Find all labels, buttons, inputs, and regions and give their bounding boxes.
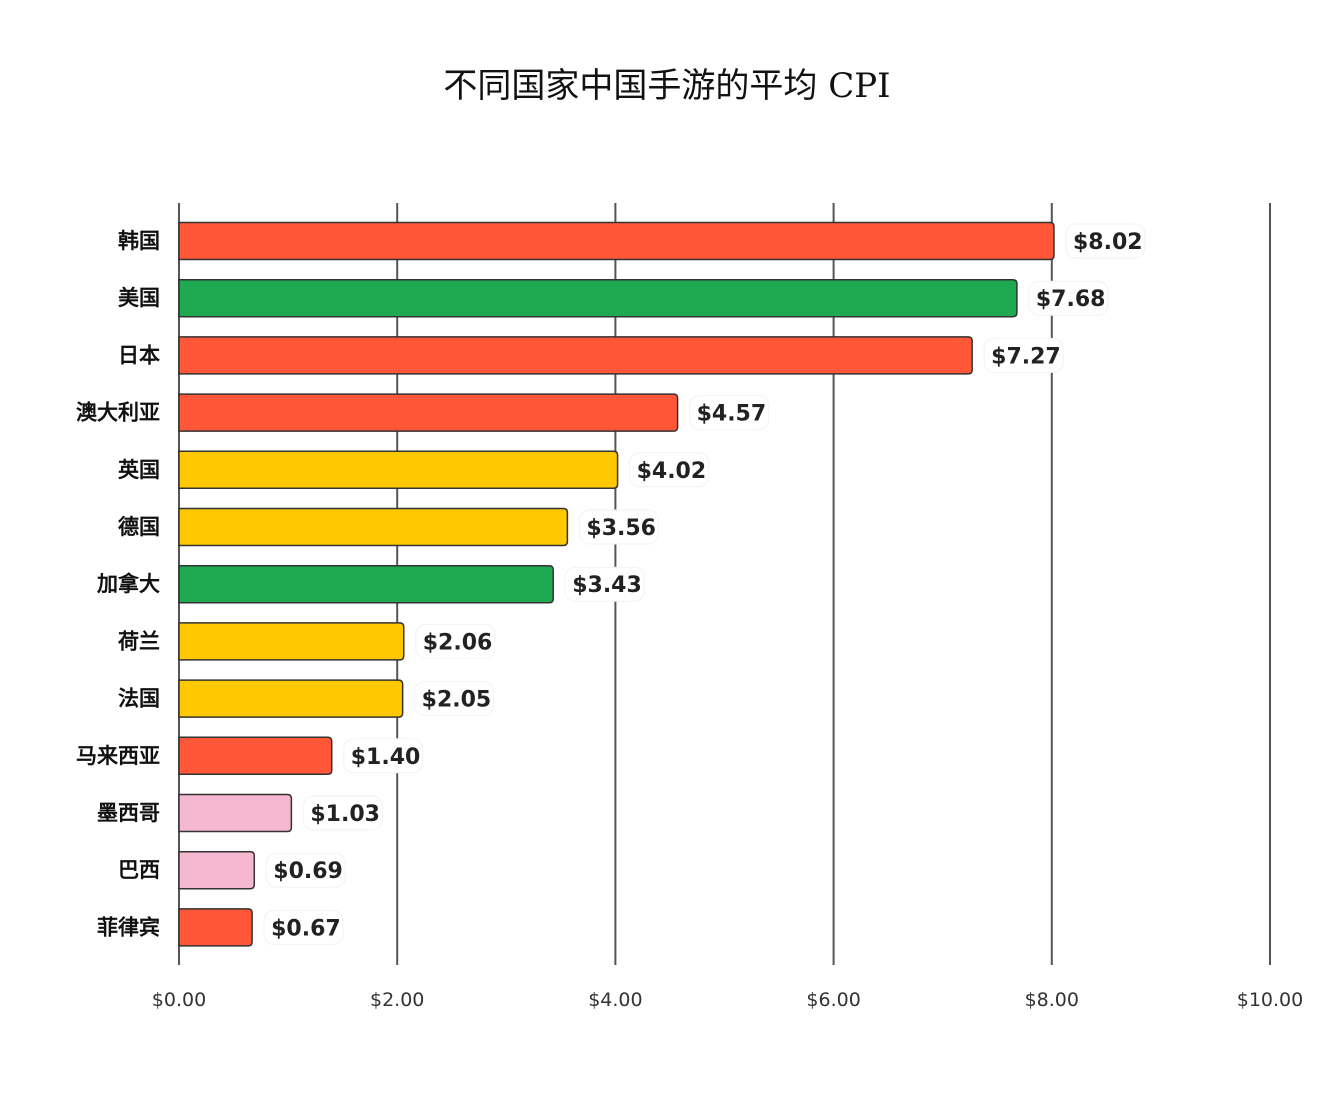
value-label-background [689,395,770,431]
value-label: $1.03 [310,802,380,827]
bar [178,622,405,661]
bar [178,850,256,890]
value-label-background [983,337,1064,373]
bar [178,336,973,375]
value-label-background [564,566,645,602]
x-tick-label: $6.00 [806,989,860,1011]
bar [178,908,253,947]
bar [178,221,1055,261]
category-label: 荷兰 [118,629,160,653]
value-label: $7.27 [991,344,1061,369]
bar [178,507,569,547]
bar [178,564,554,604]
value-label-background [1028,280,1109,316]
x-tick-label: $10.00 [1237,989,1303,1011]
value-label-background [629,452,710,488]
category-label: 德国 [118,515,160,539]
value-label-background [265,852,346,888]
category-label: 加拿大 [96,572,160,596]
value-label-background [263,909,344,945]
x-tick-label: $8.00 [1025,989,1079,1011]
category-label: 法国 [118,687,160,711]
x-tick-label: $2.00 [370,989,424,1011]
value-label-background [578,509,659,545]
value-label-background [343,738,424,774]
value-label: $0.67 [271,916,341,941]
bar [178,393,679,432]
category-label: 英国 [118,458,160,482]
category-label: 墨西哥 [97,801,160,825]
category-label: 日本 [118,343,160,367]
value-label-background [414,681,495,717]
value-label: $3.43 [572,573,642,598]
value-label: $2.06 [423,630,493,655]
category-label: 澳大利亚 [76,401,160,425]
category-label: 菲律宾 [97,915,160,939]
category-label: 巴西 [118,858,160,882]
value-label: $1.40 [351,745,421,770]
bar [178,679,404,718]
value-label: $0.69 [273,859,343,884]
category-label: 马来西亚 [76,744,160,768]
value-label: $4.57 [697,402,767,427]
value-label-background [415,623,496,659]
bar [178,278,1018,318]
bar [178,793,293,833]
value-label: $4.02 [637,459,707,484]
value-label: $3.56 [586,516,656,541]
value-label-background [302,795,383,831]
bar [178,736,333,776]
value-label: $8.02 [1073,230,1143,255]
value-label-background [1065,223,1146,259]
category-label: 美国 [118,286,160,310]
x-tick-label: $0.00 [152,989,206,1011]
x-tick-label: $4.00 [588,989,642,1011]
category-label: 韩国 [118,229,160,253]
chart-title: 不同国家中国手游的平均 CPI [443,66,891,106]
bar [178,450,619,490]
value-label: $2.05 [422,688,492,713]
value-label: $7.68 [1036,287,1106,312]
